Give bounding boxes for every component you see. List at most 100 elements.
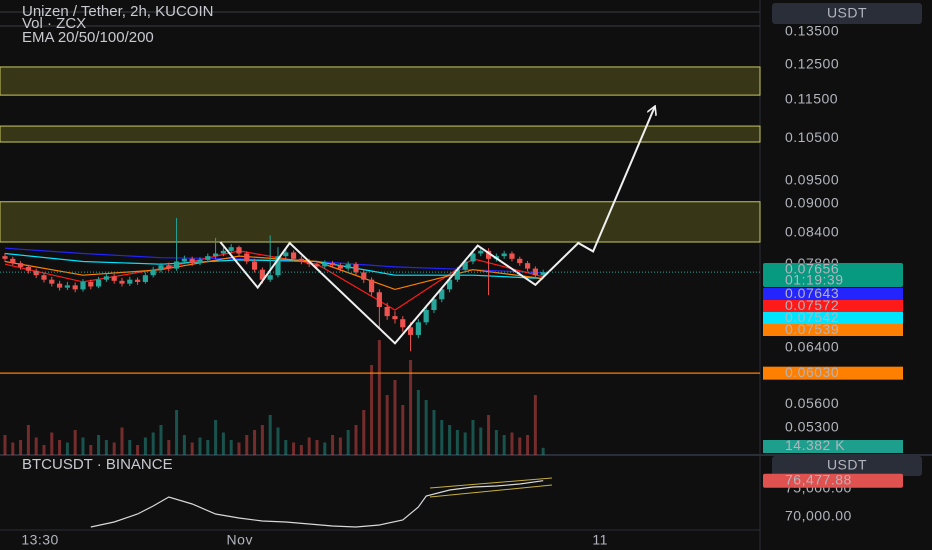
candle-body [298, 258, 304, 262]
candle-body [353, 264, 359, 273]
volume-bar [159, 425, 163, 455]
volume-bar [463, 432, 467, 455]
candle-body [283, 252, 289, 257]
candle-body [173, 261, 180, 269]
level-price-box [763, 366, 903, 380]
volume-bar [42, 445, 46, 455]
volume-bar [518, 437, 522, 455]
candle-body [49, 279, 55, 284]
volume-bar [112, 442, 116, 455]
x-tick-label: 11 [592, 532, 608, 548]
btc-pane [90, 480, 544, 528]
currency-label[interactable]: USDT [827, 457, 867, 473]
candle-body [17, 263, 24, 267]
volume-bar [206, 440, 210, 455]
ema-price-box [763, 324, 903, 336]
candle-body [329, 263, 336, 266]
candle-body [532, 268, 538, 276]
candle-body [345, 264, 351, 269]
y-tick-label: 0.09500 [785, 171, 839, 187]
btc-line [90, 480, 544, 528]
volume-bar [502, 435, 506, 455]
volume-bar [104, 440, 108, 455]
volume-bar [401, 405, 405, 455]
candle-body [244, 253, 250, 262]
y-tick-label: 0.05600 [785, 395, 839, 411]
volume-bar [276, 427, 280, 455]
volume-bar [89, 445, 93, 455]
volume-bar [533, 395, 537, 455]
candle-body [446, 279, 453, 290]
candle-body [524, 263, 531, 269]
volume-bar [331, 435, 335, 455]
ema-legend: EMA 20/50/100/200 [22, 29, 154, 46]
x-tick-label: Nov [227, 532, 253, 548]
candle-body [80, 281, 86, 290]
volume-bar [136, 445, 140, 455]
volume-bar [338, 437, 342, 455]
symbol-title: Unizen / Tether, 2h, KUCOIN [22, 3, 213, 20]
candle-body [509, 253, 515, 259]
volume-bar [120, 427, 124, 455]
volume-bar [377, 340, 381, 455]
ema-price-label: 0.07539 [785, 321, 839, 337]
volume-bar [65, 442, 69, 455]
volume-bar [19, 440, 23, 455]
channel-line [429, 477, 553, 489]
volume-bar [167, 440, 171, 455]
candle-body [2, 256, 8, 259]
candle-body [111, 276, 117, 281]
pattern-drawing [219, 107, 654, 345]
volume-bar [214, 420, 218, 455]
candle-body [259, 269, 265, 280]
candle-body [56, 283, 63, 288]
volume-bar [50, 432, 54, 455]
volume-bar [541, 447, 545, 455]
volume-bar [479, 427, 483, 455]
candle-body [72, 285, 78, 290]
y-tick-label: 0.12500 [785, 55, 839, 71]
volume-bar [471, 420, 475, 455]
volume-bar [143, 437, 147, 455]
volume-legend: Vol · ZCX [22, 15, 86, 32]
candle-body [41, 275, 47, 280]
volume-bar [346, 430, 350, 455]
currency-label[interactable]: USDT [827, 5, 867, 21]
ema-price-box [763, 300, 903, 312]
x-tick-label: 13:30 [21, 532, 59, 548]
candle-body [103, 276, 109, 280]
candle-body [361, 272, 367, 280]
candle-body [454, 269, 460, 280]
volume-bar [510, 432, 514, 455]
volume-bar [487, 415, 491, 455]
ema-price-box [763, 312, 903, 324]
volume-bar [58, 440, 62, 455]
candle-body [228, 247, 234, 251]
candle-body [158, 265, 164, 270]
volume-bar [440, 420, 444, 455]
supply-zone [0, 125, 761, 143]
current-price-label: 0.07656 [785, 261, 839, 277]
currency-button[interactable] [772, 3, 922, 24]
volume-bar [182, 435, 186, 455]
channel-line [429, 484, 553, 498]
candle-body [10, 258, 16, 264]
candle-body [95, 279, 102, 287]
volume-bar [307, 437, 311, 455]
volume-bar [362, 410, 366, 455]
volume-bar [323, 442, 327, 455]
candle-body [400, 319, 406, 328]
volume-bar [3, 435, 7, 455]
volume-bar [409, 360, 413, 455]
volume-bar [284, 440, 288, 455]
currency-button[interactable] [772, 456, 922, 476]
volume-bar [26, 425, 30, 455]
volume-bar [526, 435, 530, 455]
candle-body [384, 307, 390, 317]
candle-body [33, 270, 39, 276]
volume-bar [260, 425, 264, 455]
candle-body [127, 279, 133, 284]
candle-body [134, 279, 141, 282]
candle-body [64, 285, 70, 288]
volume-value-label: 14.382 K [785, 437, 845, 453]
